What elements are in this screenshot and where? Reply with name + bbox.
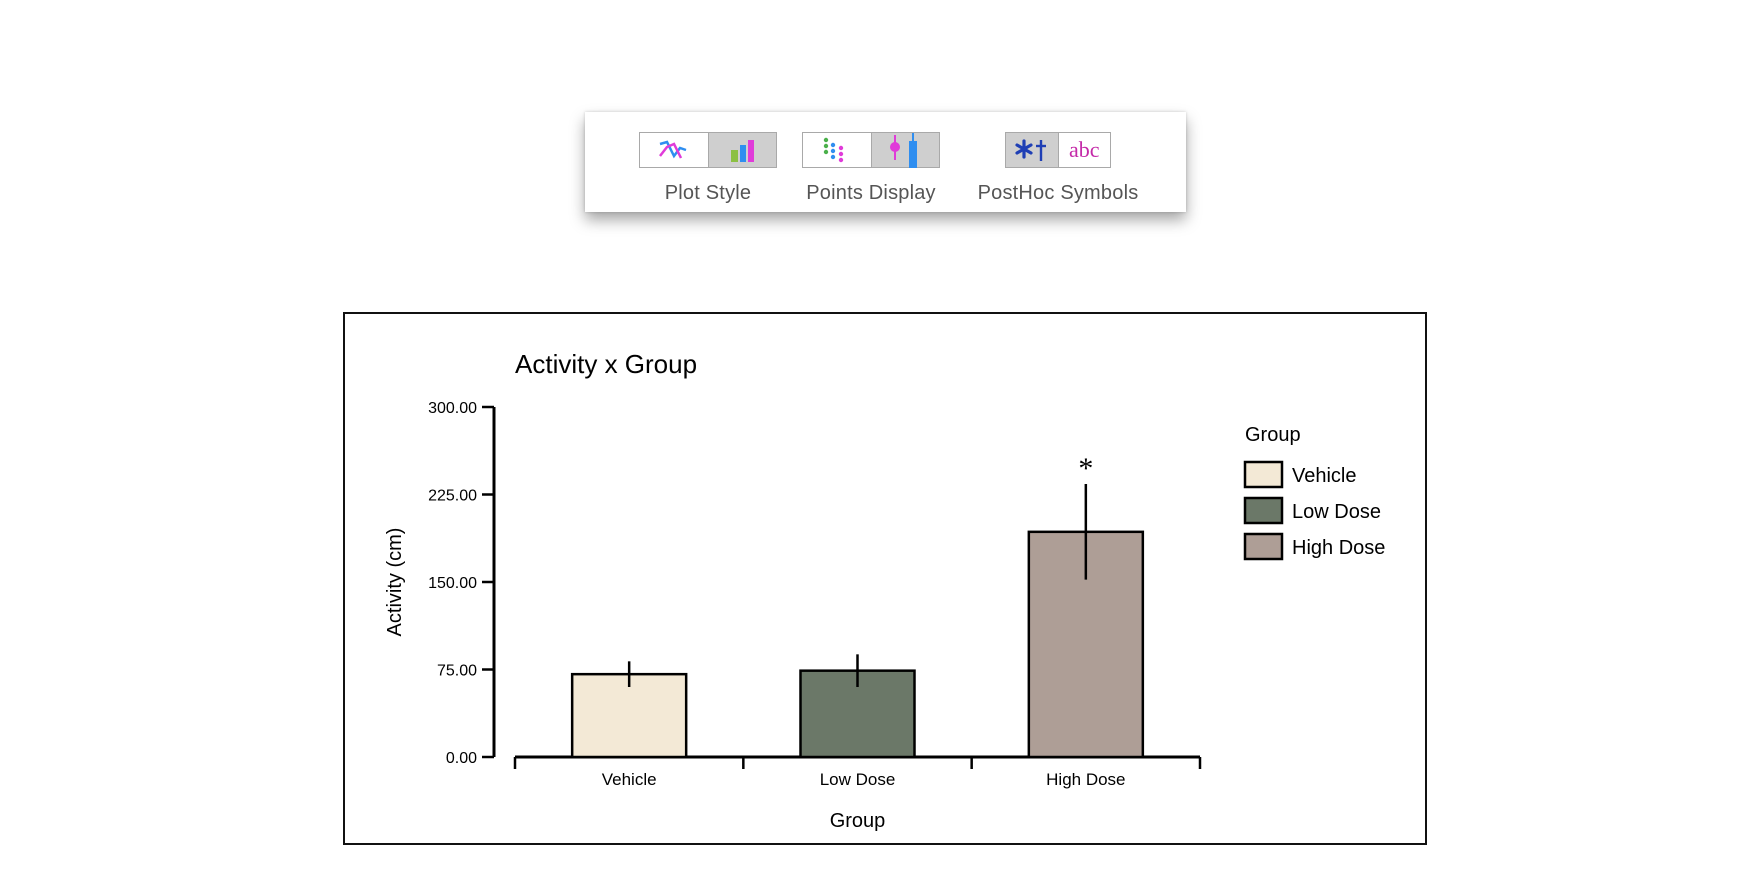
y-axis-label: Activity (cm) [384, 528, 406, 637]
posthoc-letters-button[interactable]: abc [1057, 133, 1110, 167]
points-error-bar-button[interactable] [870, 133, 939, 168]
x-tick-label: Low Dose [820, 770, 896, 789]
y-tick-label: 150.00 [428, 575, 477, 592]
legend-entry-2: High Dose [1292, 537, 1385, 559]
plot-options-toolbar: Plot Style Points Display [585, 112, 1186, 212]
posthoc-asterisk-button[interactable] [1006, 133, 1058, 167]
bar-chart: Activity x Group 0.00 75.00 150.00 225.00 300… [384, 349, 1385, 832]
plot-style-label: Plot Style [664, 182, 752, 204]
legend-swatch-0 [1243, 460, 1284, 489]
line-chart-icon [658, 140, 687, 159]
y-tick-label: 300.00 [428, 400, 477, 417]
legend-title: Group [1245, 424, 1301, 446]
posthoc-symbols-label: PostHoc Symbols [977, 182, 1139, 204]
points-display-label: Points Display [806, 182, 936, 204]
plot-style-segmented-control [639, 132, 777, 168]
chart-frame: Activity x Group 0.00 75.00 150.00 225.00 300… [343, 312, 1427, 845]
y-tick-label: 0.00 [446, 750, 477, 767]
x-axis-label: Group [830, 810, 886, 832]
y-tick-label: 75.00 [437, 663, 477, 680]
chart-title: Activity x Group [515, 349, 697, 379]
line-plot-style-button[interactable] [640, 133, 708, 167]
x-tick-label: Vehicle [602, 770, 657, 789]
bar-chart-icon [731, 140, 755, 162]
y-tick-label: 225.00 [428, 488, 477, 505]
x-tick-label: High Dose [1046, 770, 1125, 789]
posthoc-symbols-segmented-control: abc [1005, 132, 1111, 168]
points-dots-button[interactable] [803, 133, 871, 167]
legend-swatch-2 [1243, 532, 1284, 561]
legend-entry-0: Vehicle [1292, 465, 1357, 487]
legend-entry-1: Low Dose [1292, 501, 1381, 523]
abc-letters-icon: abc [1068, 137, 1100, 162]
dot-points-icon [823, 137, 843, 163]
points-display-segmented-control [802, 132, 940, 168]
significance-marker: * [1078, 452, 1093, 485]
error-bar-icon [890, 133, 918, 168]
legend-swatch-1 [1243, 496, 1284, 525]
asterisk-dagger-icon [1015, 139, 1046, 161]
bar-plot-style-button[interactable] [707, 133, 776, 167]
